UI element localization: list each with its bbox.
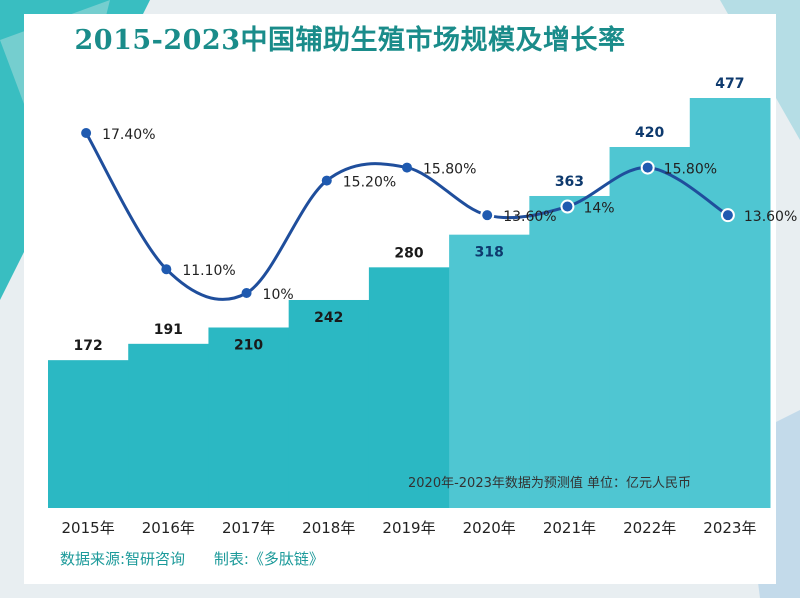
bar-value-label: 318 — [475, 245, 504, 261]
bar-value-label: 280 — [394, 245, 423, 261]
chart-title: 2015-2023中国辅助生殖市场规模及增长率 — [74, 25, 626, 56]
x-tick-label: 2022年 — [623, 519, 676, 537]
bar-value-label: 191 — [154, 322, 183, 338]
growth-rate-marker — [161, 264, 172, 275]
x-tick-label: 2017年 — [222, 519, 275, 537]
source-line: 数据来源:智研咨询 制表:《多肽链》 — [60, 548, 348, 569]
growth-rate-label: 15.80% — [423, 162, 476, 178]
bar-2015年 — [48, 360, 129, 508]
growth-rate-line — [84, 132, 729, 301]
bar-value-label: 477 — [715, 76, 744, 92]
growth-rate-marker — [560, 199, 575, 214]
x-tick-label: 2023年 — [703, 519, 756, 537]
growth-rate-label: 13.60% — [503, 209, 556, 225]
growth-rate-marker — [321, 175, 332, 186]
bar-2017年 — [208, 327, 290, 508]
x-tick-label: 2018年 — [302, 519, 355, 537]
bar-2022年 — [609, 146, 691, 508]
x-tick-label: 2019年 — [382, 519, 435, 537]
growth-rate-marker — [402, 162, 412, 173]
growth-rate-label: 11.10% — [182, 263, 235, 279]
bar-value-label: 172 — [73, 338, 102, 354]
bar-2016年 — [128, 343, 209, 508]
bar-2019年 — [368, 267, 450, 508]
growth-rate-marker — [241, 288, 252, 298]
chart-maker: 制表:《多肽链》 — [213, 550, 324, 568]
bar-2021年 — [529, 195, 611, 508]
bar-value-label: 363 — [555, 174, 584, 190]
growth-rate-marker — [720, 208, 735, 223]
growth-rate-label: 13.60% — [744, 209, 797, 225]
growth-rate-label: 17.40% — [102, 127, 155, 143]
x-tick-label: 2015年 — [62, 519, 115, 537]
bar-2023年 — [689, 98, 771, 508]
x-tick-label: 2016年 — [142, 519, 195, 537]
growth-rate-label: 10% — [263, 287, 294, 303]
forecast-note: 2020年-2023年数据为预测值 单位：亿元人民币 — [408, 475, 691, 491]
bar-2020年 — [449, 234, 530, 508]
growth-rate-marker — [81, 128, 92, 138]
bar-value-label: 242 — [314, 310, 343, 326]
bar-value-label: 420 — [635, 125, 664, 141]
bar-2018年 — [288, 299, 370, 508]
bar-value-label: 210 — [234, 337, 263, 353]
growth-rate-label: 15.80% — [664, 162, 717, 178]
x-tick-label: 2021年 — [543, 519, 596, 537]
growth-rate-label: 14% — [583, 201, 614, 217]
x-tick-label: 2020年 — [463, 519, 516, 537]
growth-rate-marker — [480, 208, 495, 223]
growth-rate-label: 15.20% — [343, 175, 396, 191]
growth-rate-marker — [640, 160, 655, 175]
data-source: 数据来源:智研咨询 — [60, 550, 186, 568]
